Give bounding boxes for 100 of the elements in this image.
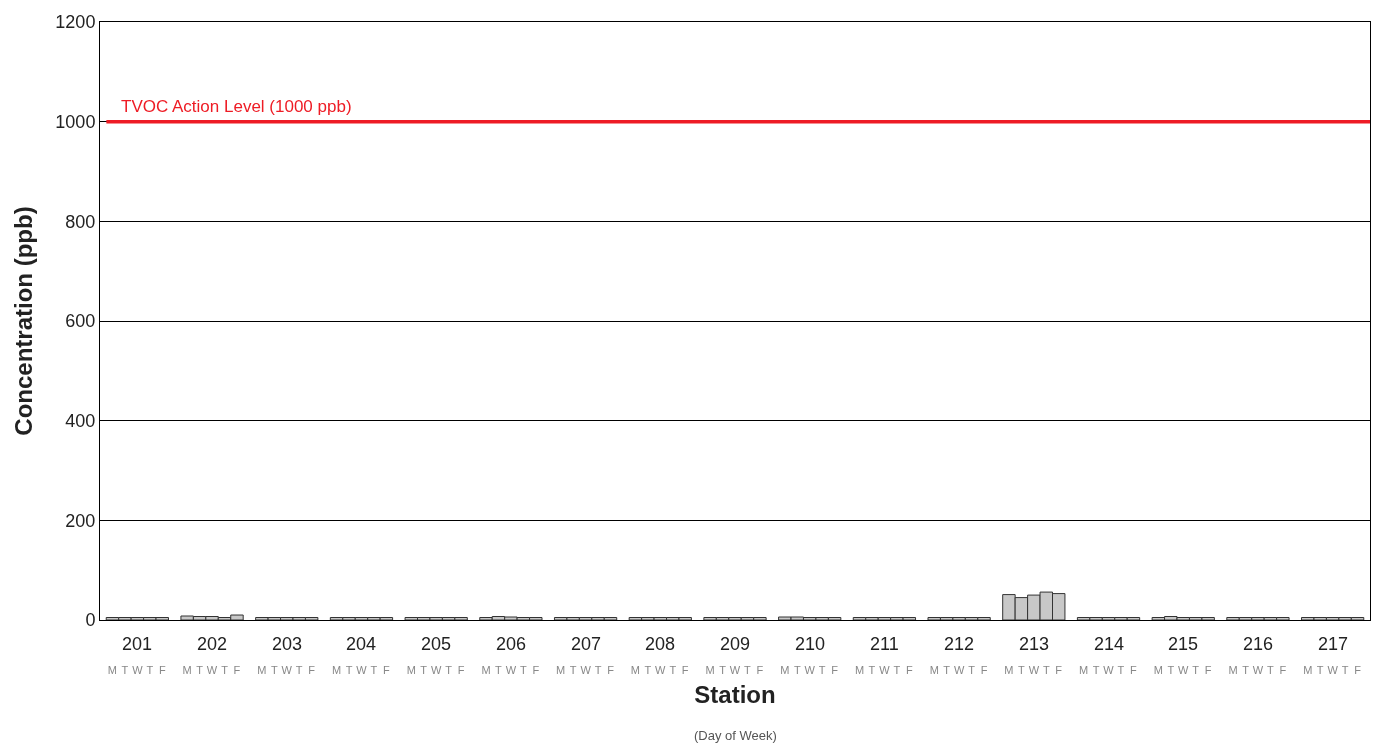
x-tick-label: W: [1327, 664, 1339, 677]
x-tick-label: W: [206, 664, 218, 677]
x-tick-label: M: [705, 664, 715, 677]
x-tick-label: M: [1303, 664, 1313, 677]
y-tick-label: 600: [65, 311, 96, 332]
x-tick-label: W: [879, 664, 891, 677]
x-tick-label: W: [953, 664, 965, 677]
y-tick-label: 0: [85, 610, 96, 631]
x-tick-label: T: [1117, 664, 1125, 677]
x-tick-label: W: [1028, 664, 1040, 677]
x-tick-label: T: [519, 664, 527, 677]
x-tick-label: M: [630, 664, 640, 677]
x-tick-label: T: [594, 664, 602, 677]
text: 207: [571, 634, 602, 654]
x-tick-label: W: [1252, 664, 1264, 677]
x-tick-label: T: [420, 664, 428, 677]
x-tick-label: M: [257, 664, 267, 677]
text: 209: [720, 634, 751, 654]
x-tick-label: W: [1178, 664, 1190, 677]
x-tick-label: F: [233, 664, 241, 677]
text: 201: [122, 634, 153, 654]
x-tick-label: F: [980, 664, 988, 677]
text: 211: [870, 634, 899, 654]
x-tick-label: T: [1192, 664, 1200, 677]
x-tick-label: W: [729, 664, 741, 677]
x-tick-label: T: [818, 664, 826, 677]
x-tick-label: F: [607, 664, 615, 677]
x-tick-label: T: [943, 664, 951, 677]
x-tick-label: T: [669, 664, 677, 677]
x-tick-label: F: [1204, 664, 1212, 677]
x-tick-label: T: [295, 664, 303, 677]
x-tick-label: W: [804, 664, 816, 677]
x-tick-label: M: [1228, 664, 1238, 677]
x-tick-label: F: [1354, 664, 1362, 677]
x-tick-label: T: [196, 664, 204, 677]
x-tick-label: M: [1079, 664, 1089, 677]
text: 203: [272, 634, 303, 654]
text: 212: [944, 634, 975, 654]
x-tick-label: M: [929, 664, 939, 677]
x-tick-label: M: [182, 664, 192, 677]
x-tick-label: T: [1316, 664, 1324, 677]
x-tick-label: M: [1153, 664, 1163, 677]
x-tick-label: T: [793, 664, 801, 677]
y-tick-label: 800: [65, 211, 96, 232]
x-tick-label: F: [457, 664, 465, 677]
text: 206: [496, 634, 527, 654]
text: 202: [197, 634, 228, 654]
x-tick-label: T: [1167, 664, 1175, 677]
x-tick-label: T: [893, 664, 901, 677]
text: 214: [1094, 634, 1125, 654]
x-tick-label: T: [221, 664, 229, 677]
text: 204: [346, 634, 377, 654]
x-tick-label: M: [854, 664, 865, 677]
x-tick-label: T: [1092, 664, 1100, 677]
x-tick-label: T: [1018, 664, 1025, 677]
x-tick-label: M: [331, 664, 342, 677]
x-tick-label: W: [505, 664, 517, 677]
x-tick-label: F: [681, 664, 689, 677]
x-tick-label: T: [569, 664, 577, 677]
x-tick-label: F: [158, 664, 166, 677]
y-tick-label: 1200: [55, 12, 96, 33]
y-axis-title: Concentration (ppb): [10, 206, 38, 436]
text: 205: [421, 634, 452, 654]
x-tick-label: T: [146, 664, 154, 677]
text: 216: [1243, 634, 1274, 654]
y-tick-label: 1000: [55, 111, 96, 132]
x-tick-label: F: [756, 664, 764, 677]
x-tick-label: W: [430, 664, 442, 677]
x-tick-label: W: [580, 664, 592, 677]
x-tick-label: F: [383, 664, 390, 677]
text: 215: [1168, 634, 1199, 654]
x-tick-label: T: [968, 664, 976, 677]
x-tick-label: M: [107, 664, 118, 677]
x-tick-label: F: [905, 664, 913, 677]
text: 208: [645, 634, 676, 654]
x-tick-label: T: [1341, 664, 1349, 677]
text: (Day of Week): [694, 728, 777, 743]
x-tick-label: F: [532, 664, 540, 677]
x-tick-label: F: [1130, 664, 1138, 677]
x-tick-label: T: [1267, 664, 1275, 677]
x-axis-title: Station: [694, 680, 776, 708]
text: 217: [1318, 634, 1349, 654]
x-tick-label: T: [1242, 664, 1250, 677]
x-tick-label: T: [121, 664, 129, 677]
x-tick-label: M: [481, 664, 491, 677]
x-tick-label: M: [780, 664, 790, 677]
x-tick-label: T: [495, 664, 503, 677]
x-tick-label: T: [744, 664, 752, 677]
x-tick-label: M: [1004, 664, 1014, 677]
x-tick-label: W: [655, 664, 667, 677]
y-tick-label: 400: [65, 410, 96, 431]
x-tick-label: W: [281, 664, 293, 677]
x-tick-label: T: [868, 664, 876, 677]
x-tick-label: T: [345, 664, 353, 677]
x-tick-label: W: [1103, 664, 1115, 677]
x-tick-label: T: [270, 664, 278, 677]
x-tick-label: T: [719, 664, 727, 677]
x-tick-label: T: [644, 664, 652, 677]
x-tick-label: T: [1042, 664, 1050, 677]
x-tick-label: M: [556, 664, 566, 677]
